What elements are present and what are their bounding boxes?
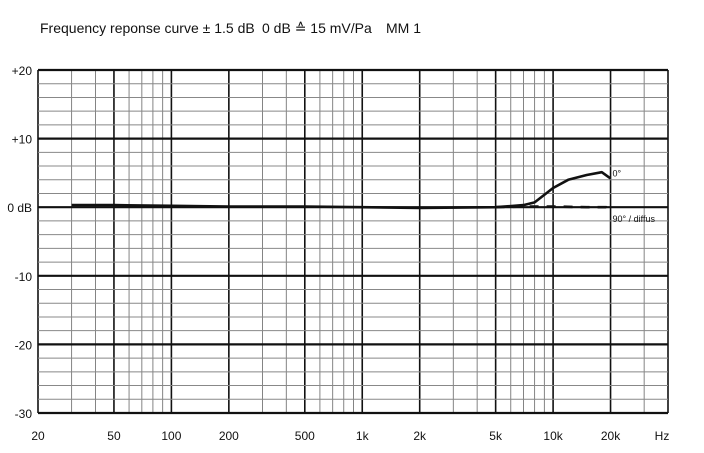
x-unit-label: Hz bbox=[655, 429, 670, 443]
y-tick-label: +20 bbox=[12, 64, 33, 78]
x-tick-label: 500 bbox=[295, 429, 315, 443]
x-tick-label: 50 bbox=[107, 429, 121, 443]
y-tick-label: +10 bbox=[12, 133, 33, 147]
model-label: MM 1 bbox=[386, 20, 421, 36]
chart-subtitle: 0 dB ≙ 15 mV/Pa bbox=[262, 20, 372, 36]
x-tick-label: 20 bbox=[31, 429, 45, 443]
x-tick-label: 100 bbox=[161, 429, 181, 443]
x-tick-label: 20k bbox=[601, 429, 621, 443]
series-line-1 bbox=[495, 205, 612, 215]
y-tick-label: 0 dB bbox=[7, 201, 32, 215]
y-tick-label: -10 bbox=[15, 270, 33, 284]
series-label-0: 0° bbox=[613, 168, 622, 178]
x-tick-label: 10k bbox=[543, 429, 563, 443]
series-line-0 bbox=[71, 170, 612, 210]
x-tick-label: 1k bbox=[356, 429, 370, 443]
x-tick-label: 2k bbox=[413, 429, 427, 443]
x-tick-label: 5k bbox=[489, 429, 503, 443]
x-tick-label: 200 bbox=[219, 429, 239, 443]
y-tick-label: -30 bbox=[15, 407, 33, 421]
y-tick-label: -20 bbox=[15, 338, 33, 352]
chart-title: Frequency reponse curve ± 1.5 dB bbox=[40, 20, 255, 36]
series-label-1: 90° / diffus bbox=[613, 214, 656, 224]
